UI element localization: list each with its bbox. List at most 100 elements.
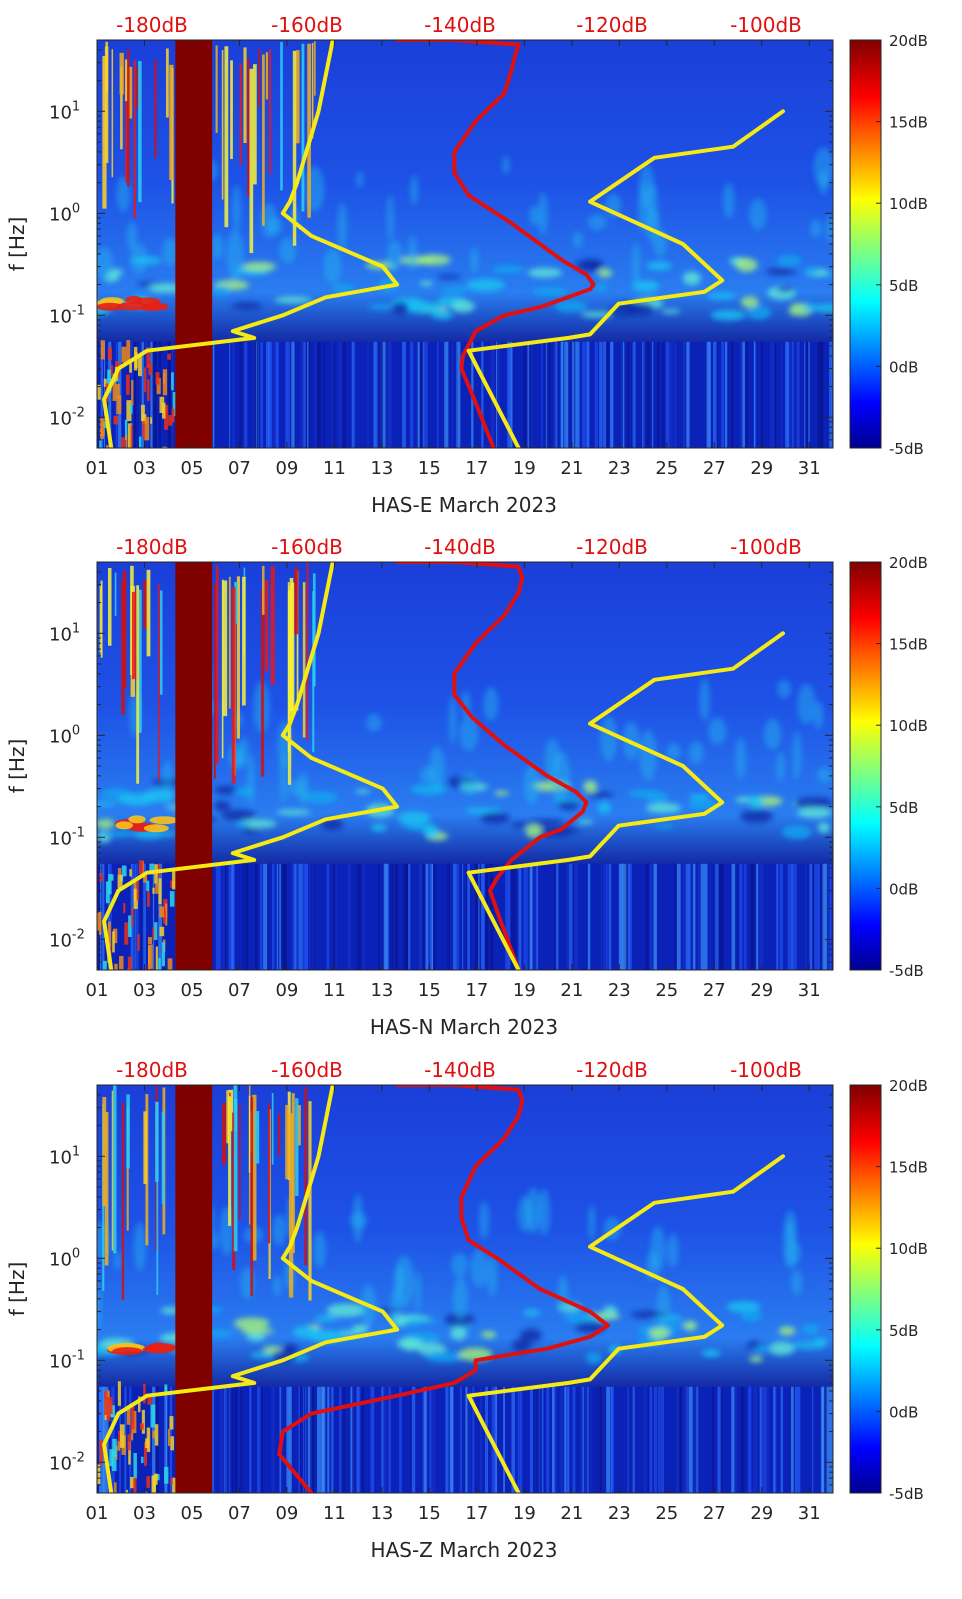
x-tick-label: 29 [750,458,773,479]
low-frequency-speckle [117,868,122,875]
spectrogram-streak [606,341,609,448]
spectrogram-streak [313,863,316,970]
microseism-blob [576,819,594,825]
spectrogram-streak [215,863,219,970]
microseism-blob [740,809,773,823]
spectrogram-streak [791,863,794,970]
energy-streak [138,61,142,203]
spectrogram-streak [286,1386,290,1493]
energy-streak [287,591,292,785]
spectrogram-streak [232,341,235,448]
spectrogram-streak [824,1386,827,1493]
spectrogram-image [97,562,833,970]
low-frequency-speckle [130,424,133,448]
microseism-blob [554,300,588,313]
microseism-blob [292,1325,320,1339]
spectrogram-streak [632,1386,636,1493]
spectrogram-plume [816,766,833,783]
spectrogram-plume [210,233,224,261]
spectrogram-streak [523,863,526,970]
spectrogram-streak [309,863,311,970]
microseism-hotspot [112,1347,143,1356]
microseism-blob [525,824,542,838]
x-tick-label: 23 [608,458,631,479]
low-frequency-speckle [130,1403,135,1430]
low-frequency-speckle [164,405,169,430]
spectrogram-streak [560,1386,564,1493]
energy-streak [248,1095,251,1173]
spectrogram-streak [620,863,624,970]
microseism-blob [148,283,182,293]
colorbar-tick-label: 15dB [889,114,928,132]
energy-streak [294,567,299,635]
microseism-hotspot [144,302,169,311]
spectrogram-streak [529,863,533,970]
spectrogram-streak [582,341,586,448]
spectrogram-streak [388,1386,391,1493]
series-line-1 [277,1085,610,1493]
spectrogram-streak [466,863,468,970]
microseism-hotspot [128,815,146,824]
microseism-blob [246,1332,266,1342]
energy-streak [111,1090,114,1251]
spectrogram-streak [403,863,405,970]
spectrogram-streak [307,341,310,448]
low-frequency-speckle [155,372,160,385]
colorbar-tick-label: 10dB [889,717,928,735]
spectrogram-streak [820,341,824,448]
low-frequency-speckle [143,1442,148,1466]
spectrogram-streak [218,863,221,970]
spectrogram-streak [788,863,792,970]
low-frequency-speckle [106,445,109,448]
spectrogram-streak [791,341,794,448]
spectrogram-plume [699,677,711,721]
spectrogram-streak [740,1386,745,1493]
top-db-label: -160dB [271,13,343,37]
spectrogram-streak [692,863,696,970]
y-tick-label: 10-1 [49,825,85,849]
spectrogram-streak [135,863,139,970]
spectrogram-streak [298,1386,300,1493]
spectrogram-streak [797,1386,801,1493]
spectrogram-streak [553,863,557,970]
microseism-blob [494,790,510,796]
energy-streak [302,582,306,738]
spectrogram-streak [586,341,590,448]
colorbar-tick-label: 5dB [889,277,918,295]
x-tick-label: 21 [560,980,583,1001]
colorbar-tick-label: 15dB [889,1159,928,1177]
low-frequency-speckle [127,956,132,970]
x-tick-label: 13 [370,1503,393,1524]
spectrogram-streak [740,341,743,448]
spectrogram-streak [404,863,408,970]
low-frequency-speckle [155,946,158,970]
x-axis-label: HAS-N March 2023 [370,1015,558,1039]
low-frequency-speckle [100,431,104,439]
low-frequency-speckle [128,915,132,937]
colorbar [849,39,882,449]
energy-streak [270,566,275,685]
spectrogram-plume [386,194,394,242]
spectrogram-streak [519,1386,523,1493]
spectrogram-streak [457,341,461,448]
spectrogram-streak [683,1386,688,1493]
spectrogram-plume [557,1275,569,1314]
spectrogram-streak [285,341,288,448]
x-axis-label: HAS-Z March 2023 [371,1538,558,1562]
low-frequency-speckle [120,437,126,448]
microseism-blob [527,267,562,278]
spectrogram-streak [665,341,670,448]
y-axis-label: f [Hz] [5,1262,29,1317]
spectrogram-streak [312,1386,315,1493]
microseism-blob [749,795,764,809]
spectrogram-streak [351,341,356,448]
low-frequency-speckle [125,434,128,448]
spectrogram-streak [300,341,304,448]
top-db-label: -100dB [730,1058,802,1082]
microseism-blob [746,305,771,320]
spectrogram-streak [628,1386,631,1493]
spectrogram-streak [606,1386,610,1493]
spectrogram-streak [686,1386,690,1493]
spectrogram-streak [382,1386,387,1493]
microseism-blob [735,258,758,272]
